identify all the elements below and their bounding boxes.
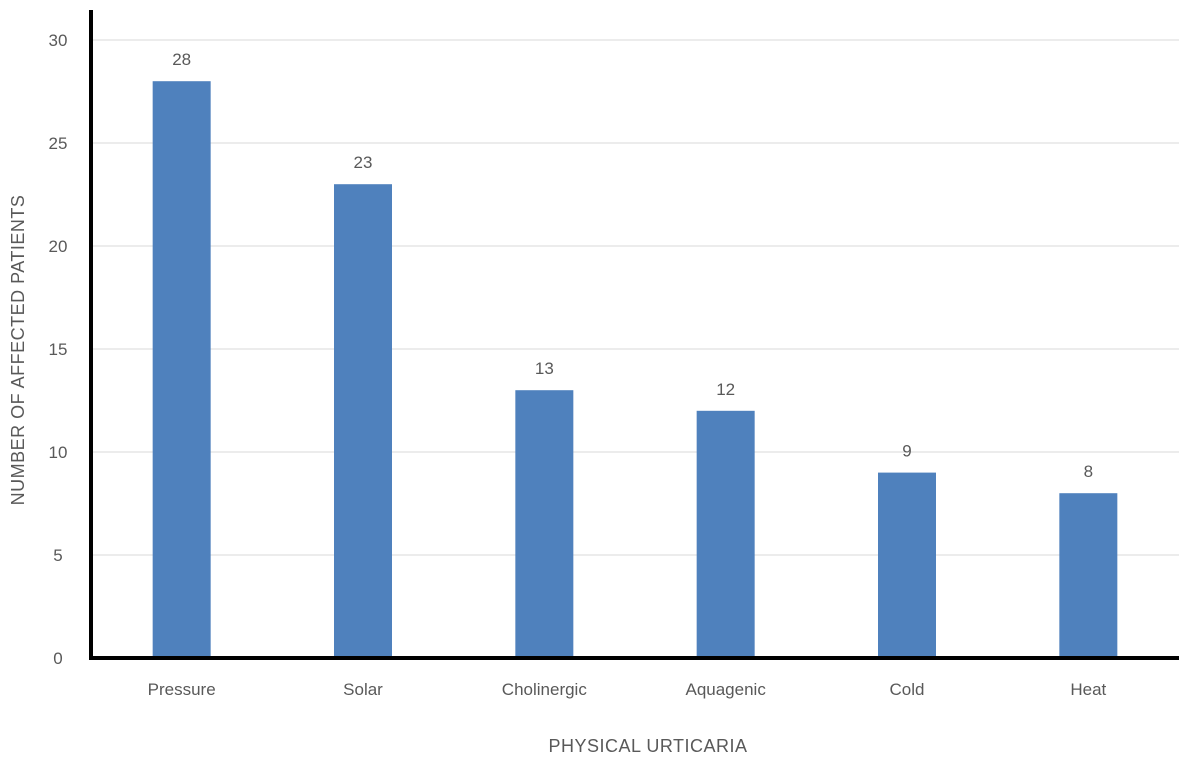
y-tick-label: 15 <box>49 340 68 359</box>
y-tick-label: 30 <box>49 31 68 50</box>
data-label: 9 <box>902 442 911 461</box>
y-tick-label: 10 <box>49 443 68 462</box>
y-tick-label: 25 <box>49 134 68 153</box>
x-category-labels: Pressure Solar Cholinergic Aquagenic Cold Hea… <box>148 680 1107 699</box>
x-category-label: Aquagenic <box>685 680 766 699</box>
data-labels: 28 23 13 12 9 8 <box>172 50 1093 481</box>
y-tick-labels: 0 5 10 15 20 25 30 <box>49 31 68 668</box>
data-label: 23 <box>354 153 373 172</box>
data-label: 8 <box>1084 462 1093 481</box>
y-axis-title: NUMBER OF AFFECTED PATIENTS <box>8 195 28 506</box>
gridlines <box>91 39 1179 556</box>
y-tick-label: 20 <box>49 237 68 256</box>
bar-cold <box>878 472 936 658</box>
y-tick-label: 5 <box>53 546 62 565</box>
data-label: 13 <box>535 359 554 378</box>
y-tick-label: 0 <box>53 649 62 668</box>
x-category-label: Cold <box>890 680 925 699</box>
bar-pressure <box>152 81 211 658</box>
x-category-label: Solar <box>343 680 383 699</box>
x-axis-title: PHYSICAL URTICARIA <box>548 736 747 756</box>
bar-solar <box>334 184 392 658</box>
x-category-label: Pressure <box>148 680 216 699</box>
bars <box>152 81 1118 658</box>
x-category-label: Heat <box>1070 680 1106 699</box>
bar-cholinergic <box>515 390 574 658</box>
bar-aquagenic <box>696 410 755 658</box>
data-label: 28 <box>172 50 191 69</box>
axes <box>89 10 1179 660</box>
x-category-label: Cholinergic <box>502 680 588 699</box>
bar-heat <box>1059 493 1118 658</box>
data-label: 12 <box>716 380 735 399</box>
